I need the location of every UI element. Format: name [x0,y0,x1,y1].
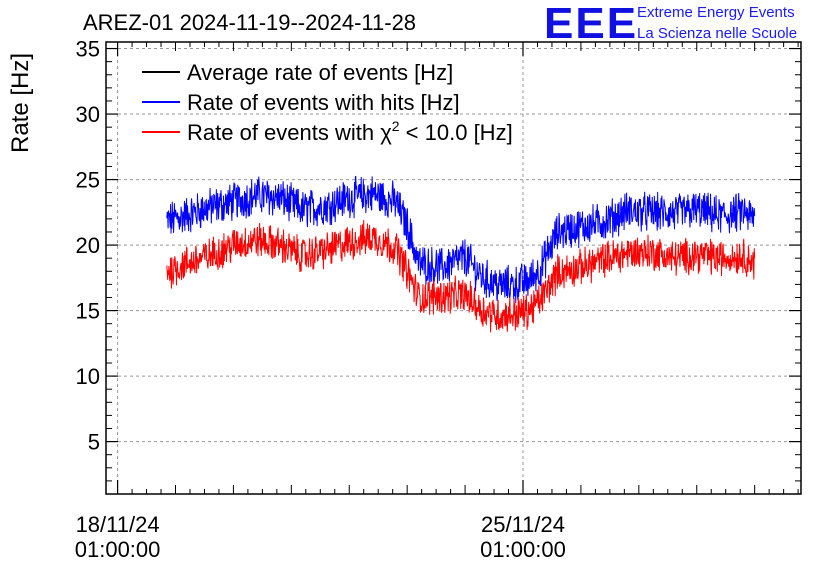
logo-subtitle-line2: La Scienza nelle Scuole [637,25,798,42]
y-tick-label: 30 [76,102,100,127]
y-tick-label: 10 [76,364,100,389]
x-tick-label-time: 01:00:00 [480,537,566,562]
legend-label-2: Rate of events with χ2 < 10.0 [Hz] [187,118,513,145]
series-line-2 [166,220,756,333]
y-tick-label: 5 [88,430,100,455]
series-line-1 [166,175,756,304]
axis-labels: Rate [Hz] 510152025303518/11/2401:00:002… [7,37,566,562]
logo-subtitle-line1: Extreme Energy Events [637,4,795,21]
legend-label-1: Rate of events with hits [Hz] [187,90,460,115]
eee-logo: EEE [544,0,639,48]
x-tick-label-time: 01:00:00 [75,537,161,562]
plot-frame [105,41,802,495]
legend: Average rate of events [Hz] Rate of event… [142,60,513,145]
y-tick-label: 20 [76,233,100,258]
series-layer [166,175,756,333]
x-tick-label-date: 25/11/24 [481,512,565,537]
axis-ticks [106,42,801,495]
y-tick-label: 25 [76,168,100,193]
y-tick-label: 35 [76,37,100,62]
chart-title: AREZ-01 2024-11-19--2024-11-28 [83,10,417,35]
y-axis-label: Rate [Hz] [7,53,34,153]
y-tick-label: 15 [76,299,100,324]
x-tick-label-date: 18/11/24 [76,512,160,537]
legend-label-0: Average rate of events [Hz] [187,60,453,85]
